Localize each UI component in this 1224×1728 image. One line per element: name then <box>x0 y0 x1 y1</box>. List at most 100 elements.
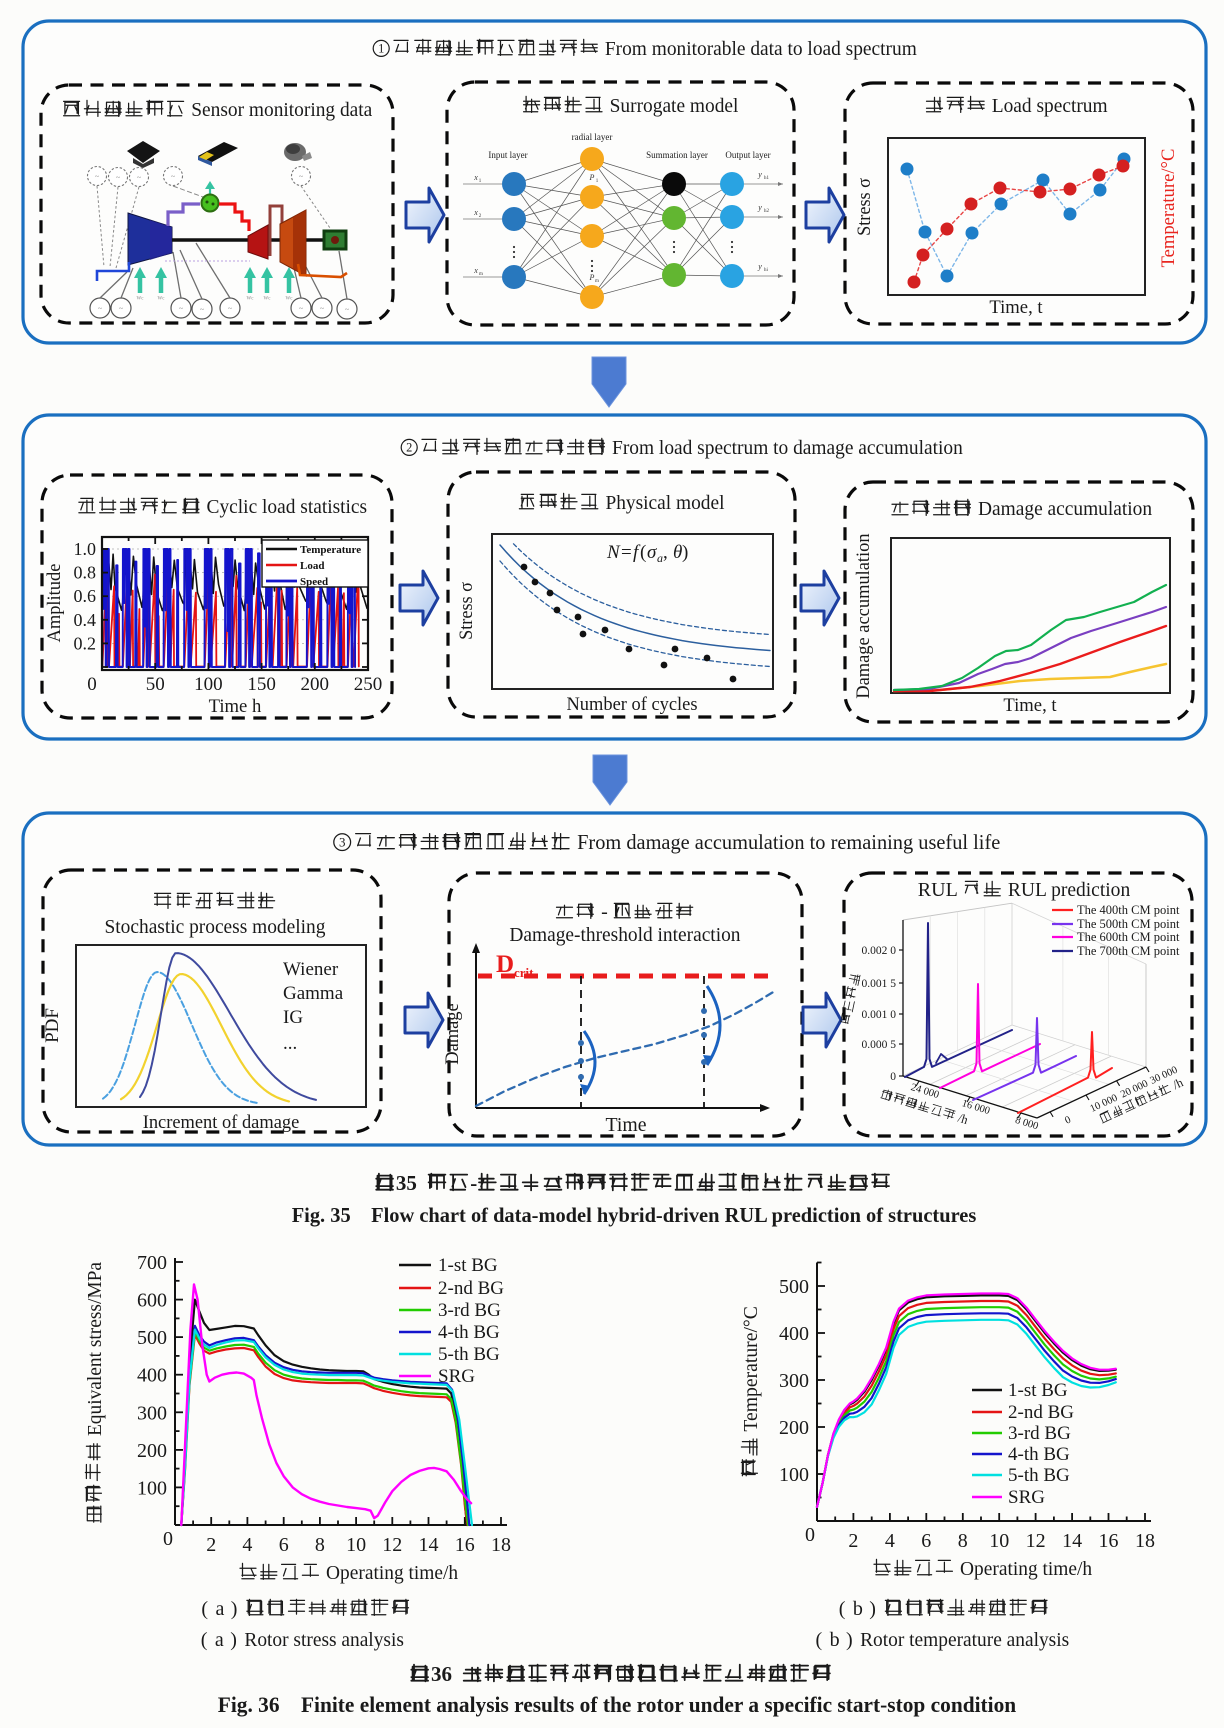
svg-text:~: ~ <box>171 172 176 181</box>
svg-text:Time, t: Time, t <box>1003 695 1057 716</box>
svg-text:500: 500 <box>779 1276 809 1298</box>
svg-text:From damage accumulation to re: From damage accumulation to remaining us… <box>572 830 1000 854</box>
svg-text:Wc: Wc <box>264 297 272 302</box>
svg-text:Equivalent stress/MPa: Equivalent stress/MPa <box>84 1262 106 1441</box>
svg-text:hi: hi <box>764 268 769 273</box>
svg-text:35: 35 <box>396 1171 428 1195</box>
svg-text:Damage: Damage <box>442 1003 463 1064</box>
svg-text:0.4: 0.4 <box>74 610 97 630</box>
svg-text:θ: θ <box>673 542 682 563</box>
svg-text:a: a <box>657 551 663 565</box>
svg-text:Amplitude: Amplitude <box>44 564 65 643</box>
svg-text:P: P <box>589 173 595 182</box>
svg-text:Cyclic load statistics: Cyclic load statistics <box>202 496 368 518</box>
svg-text:h2: h2 <box>764 209 770 214</box>
svg-text:y: y <box>757 203 762 212</box>
svg-text:5-th BG: 5-th BG <box>1008 1465 1070 1486</box>
svg-text:D: D <box>496 951 514 978</box>
svg-text:SRG: SRG <box>1008 1487 1045 1508</box>
svg-text:3: 3 <box>339 834 346 849</box>
svg-text:Rotor temperature analysis: Rotor temperature analysis <box>860 1629 1069 1651</box>
svg-text:The 400th CM point: The 400th CM point <box>1077 903 1180 917</box>
svg-text:Physical model: Physical model <box>601 492 725 514</box>
svg-text:0.6: 0.6 <box>74 586 97 606</box>
svg-text:4-th BG: 4-th BG <box>1008 1444 1070 1465</box>
svg-text:1.0: 1.0 <box>74 539 97 559</box>
svg-text:-: - <box>596 901 613 923</box>
svg-text:): ) <box>869 1598 876 1620</box>
svg-text:Summation layer: Summation layer <box>646 150 708 160</box>
svg-text:RUL prediction: RUL prediction <box>1003 879 1130 901</box>
svg-text:1: 1 <box>378 42 384 56</box>
svg-text:Stress σ: Stress σ <box>854 178 875 236</box>
svg-text:=: = <box>621 542 632 563</box>
svg-text:0.2: 0.2 <box>74 633 97 653</box>
svg-text:h1: h1 <box>764 176 770 181</box>
svg-text:~: ~ <box>200 305 205 314</box>
svg-text:14: 14 <box>419 1534 439 1556</box>
svg-text:~: ~ <box>299 304 304 313</box>
svg-text:Damage accumulation: Damage accumulation <box>853 533 874 699</box>
svg-text:Temperature: Temperature <box>300 544 361 556</box>
svg-text:6: 6 <box>921 1530 931 1552</box>
svg-text:σ: σ <box>647 542 657 563</box>
svg-text:2: 2 <box>206 1534 216 1556</box>
svg-text:Stochastic process modeling: Stochastic process modeling <box>105 916 326 938</box>
svg-text:200: 200 <box>301 674 330 695</box>
svg-text:~: ~ <box>116 173 121 182</box>
svg-text:Speed: Speed <box>300 576 328 588</box>
svg-text:a: a <box>216 1598 225 1620</box>
svg-text:2-nd BG: 2-nd BG <box>438 1278 504 1299</box>
svg-text:Time: Time <box>606 1114 647 1136</box>
svg-text:1: 1 <box>596 179 599 184</box>
svg-text:500: 500 <box>137 1327 167 1349</box>
svg-text:0: 0 <box>805 1524 815 1546</box>
svg-text:3-rd BG: 3-rd BG <box>1008 1423 1071 1444</box>
svg-text:4: 4 <box>242 1534 252 1556</box>
svg-text:Operating time/h: Operating time/h <box>321 1562 458 1584</box>
svg-text:From load spectrum to damage a: From load spectrum to damage accumulatio… <box>607 437 963 459</box>
svg-text:Damage accumulation: Damage accumulation <box>973 498 1152 520</box>
svg-text:Operating time/h: Operating time/h <box>955 1558 1092 1580</box>
svg-text:The 700th CM point: The 700th CM point <box>1077 944 1180 958</box>
svg-text:(: ( <box>839 1598 846 1620</box>
svg-text:10: 10 <box>989 1530 1009 1552</box>
svg-text:0.000 5: 0.000 5 <box>862 1039 897 1051</box>
svg-text:m: m <box>595 279 599 284</box>
svg-text:): ) <box>846 1629 853 1651</box>
svg-text:100: 100 <box>194 674 223 695</box>
svg-text:~: ~ <box>119 304 124 313</box>
svg-text:b: b <box>830 1629 840 1651</box>
svg-text:Wiener: Wiener <box>283 959 339 980</box>
svg-text:1-st BG: 1-st BG <box>438 1255 498 1276</box>
svg-text:3-rd BG: 3-rd BG <box>438 1300 501 1321</box>
svg-text:Fig. 35 Flow chart of data-: Fig. 35 Flow chart of data-model hybrid-… <box>292 1203 977 1227</box>
svg-text:250: 250 <box>354 674 383 695</box>
svg-text:0.001 5: 0.001 5 <box>862 978 897 990</box>
svg-text:300: 300 <box>779 1370 809 1392</box>
svg-text:(: ( <box>640 542 646 563</box>
svg-text:16: 16 <box>455 1534 475 1556</box>
svg-text:~: ~ <box>299 172 304 181</box>
svg-text:400: 400 <box>137 1365 167 1387</box>
svg-text:10: 10 <box>346 1534 366 1556</box>
svg-text:8: 8 <box>958 1530 968 1552</box>
svg-text:Wc: Wc <box>137 297 145 302</box>
svg-text:Surrogate model: Surrogate model <box>605 95 739 117</box>
svg-text:x: x <box>473 266 478 275</box>
svg-text:0.001 0: 0.001 0 <box>862 1009 897 1021</box>
svg-text:Wc: Wc <box>286 297 294 302</box>
svg-text:P: P <box>589 273 595 282</box>
svg-text:200: 200 <box>779 1417 809 1439</box>
svg-text:N: N <box>606 542 621 563</box>
svg-text:18: 18 <box>1135 1530 1155 1552</box>
svg-text:4: 4 <box>885 1530 895 1552</box>
svg-text:5-th BG: 5-th BG <box>438 1344 500 1365</box>
svg-text:100: 100 <box>137 1477 167 1499</box>
svg-text:0: 0 <box>163 1528 173 1550</box>
svg-text:f: f <box>633 542 641 563</box>
svg-text:y: y <box>757 262 762 271</box>
svg-text:0: 0 <box>1063 1115 1072 1127</box>
svg-text:The 600th CM point: The 600th CM point <box>1077 930 1180 944</box>
svg-text:m: m <box>479 272 483 277</box>
